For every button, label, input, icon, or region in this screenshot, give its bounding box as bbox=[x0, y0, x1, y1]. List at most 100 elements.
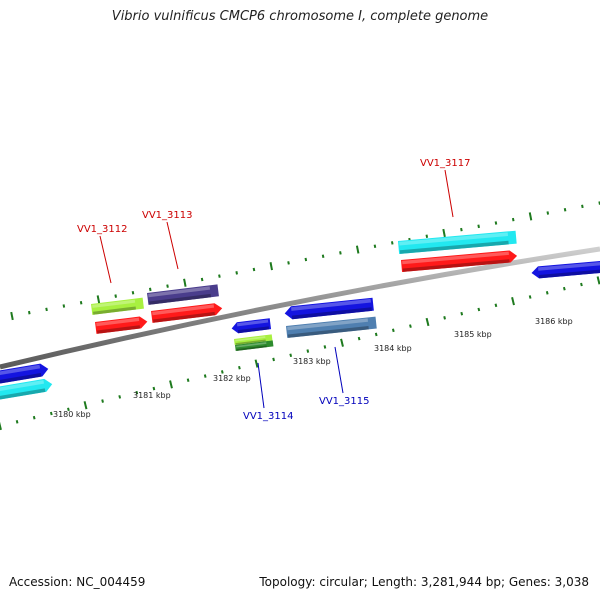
scale-label: 3180 kbp bbox=[53, 410, 91, 419]
outer-tick bbox=[546, 211, 550, 215]
inner-tick bbox=[83, 401, 88, 410]
inner-tick bbox=[203, 374, 207, 378]
gene-leader-line bbox=[257, 362, 265, 409]
gene-leader-line bbox=[444, 169, 454, 218]
inner-tick bbox=[101, 399, 104, 403]
outer-tick bbox=[10, 311, 14, 321]
outer-tick bbox=[200, 277, 204, 282]
outer-tick bbox=[373, 244, 377, 249]
gene-arrow-green-3114 bbox=[235, 340, 274, 351]
inner-tick bbox=[169, 380, 173, 389]
inner-tick bbox=[238, 365, 241, 370]
inner-tick bbox=[186, 378, 190, 383]
inner-tick bbox=[409, 324, 412, 328]
inner-tick bbox=[528, 295, 532, 299]
inner-tick bbox=[220, 370, 224, 374]
outer-tick bbox=[287, 261, 290, 265]
gene-label: VV1_3117 bbox=[420, 158, 471, 169]
scale-label: 3183 kbp bbox=[293, 357, 331, 366]
gene-arrow-blue-3114 bbox=[231, 318, 272, 334]
outer-tick bbox=[425, 234, 429, 239]
inner-tick bbox=[67, 407, 70, 412]
outer-tick bbox=[321, 254, 325, 258]
gene-leader-line bbox=[166, 221, 179, 270]
outer-tick bbox=[390, 241, 394, 245]
gene-leader-line bbox=[99, 235, 112, 284]
inner-tick bbox=[254, 359, 259, 368]
outer-tick bbox=[27, 310, 31, 315]
gene-arrow-blue-right bbox=[531, 260, 600, 279]
outer-tick bbox=[79, 300, 83, 305]
scale-label: 3184 kbp bbox=[374, 344, 412, 353]
gene-arrow-steel-3115 bbox=[286, 316, 377, 338]
outer-tick bbox=[528, 212, 533, 221]
gene-arrow-lime-3112 bbox=[91, 297, 144, 315]
inner-tick bbox=[596, 276, 600, 285]
gene-arrow-blue-left bbox=[0, 363, 49, 385]
scale-label: 3186 kbp bbox=[535, 317, 573, 326]
scale-label: 3182 kbp bbox=[213, 374, 251, 383]
outer-tick bbox=[183, 278, 187, 287]
inner-tick bbox=[32, 415, 36, 420]
gene-arrow-red-3113 bbox=[151, 303, 223, 323]
outer-tick bbox=[45, 307, 48, 312]
genome-summary-text: Topology: circular; Length: 3,281,944 bp… bbox=[259, 575, 589, 589]
inner-tick bbox=[545, 291, 549, 295]
outer-tick bbox=[96, 295, 101, 304]
gene-arrow-purple-3113 bbox=[147, 284, 219, 305]
outer-tick bbox=[494, 221, 498, 225]
inner-tick bbox=[374, 332, 378, 337]
outer-tick bbox=[477, 224, 480, 229]
inner-tick bbox=[477, 307, 481, 312]
inner-tick bbox=[511, 297, 515, 306]
inner-tick bbox=[15, 420, 19, 424]
inner-tick bbox=[135, 390, 139, 395]
outer-tick bbox=[114, 294, 117, 298]
inner-tick bbox=[272, 357, 275, 362]
outer-tick bbox=[355, 245, 360, 254]
outer-tick bbox=[62, 304, 66, 308]
outer-tick bbox=[511, 217, 515, 222]
outer-tick bbox=[166, 284, 169, 288]
outer-tick bbox=[269, 262, 273, 271]
gene-label: VV1_3115 bbox=[319, 396, 370, 407]
gene-arrow-cyan-3117 bbox=[398, 230, 517, 254]
gene-arrow-blue-3115 bbox=[284, 297, 374, 320]
accession-text: Accession: NC_004459 bbox=[9, 575, 146, 589]
outer-tick bbox=[581, 204, 584, 209]
map-title: Vibrio vulnificus CMCP6 chromosome I, co… bbox=[111, 9, 489, 24]
scale-label: 3185 kbp bbox=[454, 330, 492, 339]
outer-tick-track bbox=[10, 201, 600, 321]
inner-tick bbox=[289, 353, 293, 358]
inner-tick bbox=[118, 395, 122, 399]
gene-arrow-red-3112 bbox=[95, 316, 148, 334]
gene-arrow-red-3117 bbox=[401, 250, 518, 272]
outer-tick bbox=[339, 251, 342, 255]
outer-tick bbox=[218, 274, 221, 278]
inner-tick bbox=[323, 345, 327, 349]
inner-tick bbox=[340, 338, 344, 347]
inner-tick bbox=[443, 316, 446, 320]
outer-tick bbox=[304, 257, 308, 262]
outer-tick bbox=[442, 228, 446, 238]
scale-label: 3181 kbp bbox=[133, 391, 171, 400]
outer-tick bbox=[460, 227, 463, 232]
gene-leader-line bbox=[334, 346, 344, 394]
gene-label: VV1_3114 bbox=[243, 411, 294, 422]
feature-track bbox=[0, 230, 600, 401]
gene-arrow-cyan-left bbox=[0, 378, 53, 401]
gene-arrow-lime-3114 bbox=[234, 334, 273, 345]
inner-tick bbox=[391, 328, 395, 333]
outer-tick bbox=[252, 267, 256, 272]
outer-tick bbox=[148, 287, 152, 292]
outer-tick bbox=[235, 271, 238, 275]
inner-tick bbox=[425, 317, 430, 327]
inner-tick bbox=[0, 421, 2, 431]
genome-backbone bbox=[0, 246, 600, 370]
outer-tick bbox=[131, 290, 135, 295]
inner-tick-track bbox=[0, 276, 600, 431]
inner-tick bbox=[460, 311, 464, 316]
gene-label: VV1_3112 bbox=[77, 224, 128, 235]
inner-tick bbox=[49, 411, 53, 416]
inner-tick bbox=[562, 286, 566, 291]
